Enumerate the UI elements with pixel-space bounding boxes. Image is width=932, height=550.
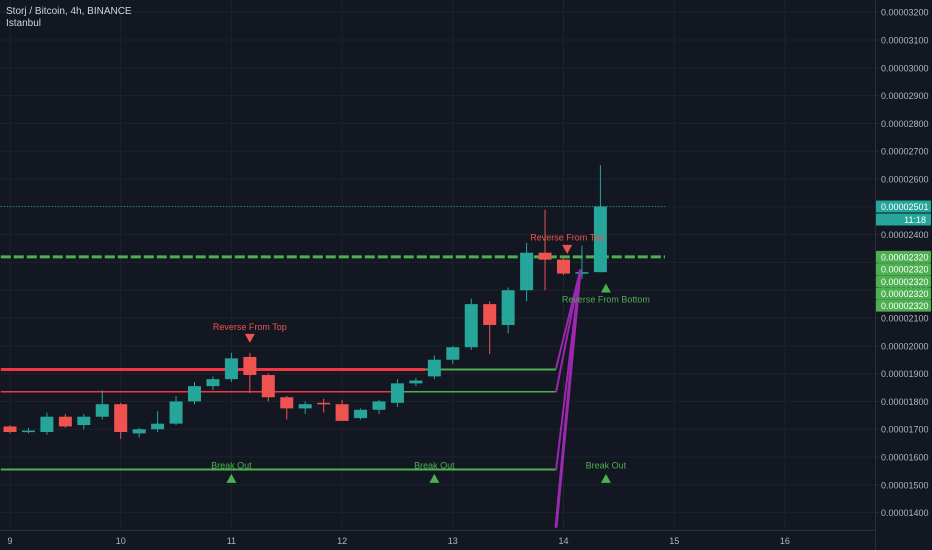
trend-line bbox=[555, 269, 582, 393]
price-label-box bbox=[876, 287, 931, 300]
bar-countdown-label: 11:18 bbox=[904, 215, 926, 225]
candle-body[interactable] bbox=[151, 423, 165, 430]
price-tick-label: 0.00002400 bbox=[881, 230, 929, 240]
candle-body[interactable] bbox=[40, 416, 54, 433]
candle-body[interactable] bbox=[58, 416, 72, 427]
candle-body[interactable] bbox=[132, 429, 146, 434]
candle-body[interactable] bbox=[280, 397, 294, 409]
price-tick-label: 0.00001900 bbox=[881, 369, 929, 379]
time-tick-label: 16 bbox=[780, 536, 790, 546]
price-tick-label: 0.00003100 bbox=[881, 36, 929, 46]
triangle-up-icon bbox=[600, 283, 611, 293]
price-label-text: 0.00002320 bbox=[881, 301, 929, 311]
candle-body[interactable] bbox=[243, 356, 257, 376]
chart-title: Storj / Bitcoin, 4h, BINANCE bbox=[6, 6, 132, 17]
candle-body[interactable] bbox=[206, 379, 220, 387]
candle-body[interactable] bbox=[317, 402, 331, 405]
price-tick-label: 0.00001800 bbox=[881, 397, 929, 407]
candle-body[interactable] bbox=[21, 430, 35, 433]
candle-body[interactable] bbox=[188, 386, 201, 402]
signal-label: Reverse From Bottom bbox=[562, 294, 650, 304]
time-tick-label: 12 bbox=[337, 536, 347, 546]
triangle-down-icon bbox=[562, 244, 573, 254]
price-tick-label: 0.00003200 bbox=[881, 8, 929, 18]
candle-body[interactable] bbox=[557, 259, 570, 274]
candle-body[interactable] bbox=[95, 404, 109, 417]
candle-body[interactable] bbox=[372, 401, 386, 410]
candle-body[interactable] bbox=[298, 404, 312, 409]
candle-body[interactable] bbox=[593, 206, 607, 273]
time-tick-label: 10 bbox=[116, 536, 126, 546]
price-tick-label: 0.00001400 bbox=[881, 508, 929, 518]
price-label-box bbox=[876, 275, 931, 288]
candle-body[interactable] bbox=[520, 252, 534, 291]
time-tick-label: 9 bbox=[7, 536, 12, 546]
candle-body[interactable] bbox=[354, 409, 368, 419]
triangle-up-icon bbox=[226, 473, 237, 483]
trend-line bbox=[554, 269, 582, 529]
price-tick-label: 0.00002000 bbox=[881, 341, 929, 351]
candle-body[interactable] bbox=[77, 416, 91, 426]
price-tick-label: 0.00001500 bbox=[881, 480, 929, 490]
candle-body[interactable] bbox=[483, 304, 497, 325]
price-tick-label: 0.00002700 bbox=[881, 147, 929, 157]
price-tick-label: 0.00002800 bbox=[881, 119, 929, 129]
price-label-box bbox=[876, 263, 931, 276]
price-label-box bbox=[876, 213, 931, 226]
signal-label: Break Out bbox=[586, 460, 627, 470]
candle-body[interactable] bbox=[427, 359, 441, 377]
candle-body[interactable] bbox=[409, 380, 423, 384]
candle-body[interactable] bbox=[464, 304, 478, 348]
triangle-up-icon bbox=[600, 473, 611, 483]
price-label-text: 0.00002501 bbox=[881, 202, 929, 212]
candle-body[interactable] bbox=[169, 401, 183, 424]
price-tick-label: 0.00002100 bbox=[881, 314, 929, 324]
triangle-up-icon bbox=[429, 473, 440, 483]
time-tick-label: 14 bbox=[558, 536, 568, 546]
candle-body[interactable] bbox=[224, 358, 238, 380]
time-tick-label: 15 bbox=[669, 536, 679, 546]
price-label-text: 0.00002320 bbox=[881, 265, 929, 275]
price-tick-label: 0.00001700 bbox=[881, 425, 929, 435]
candle-body[interactable] bbox=[501, 290, 515, 325]
chart-timezone: Istanbul bbox=[6, 18, 42, 29]
price-tick-label: 0.00002900 bbox=[881, 91, 929, 101]
candle-body[interactable] bbox=[261, 375, 275, 398]
candle-body[interactable] bbox=[335, 404, 349, 421]
triangle-down-icon bbox=[244, 333, 255, 343]
signal-label: Break Out bbox=[414, 460, 455, 470]
price-tick-label: 0.00001600 bbox=[881, 453, 929, 463]
price-tick-label: 0.00002300 bbox=[881, 258, 929, 268]
signal-label: Break Out bbox=[211, 460, 252, 470]
price-label-text: 0.00002320 bbox=[881, 277, 929, 287]
candle-body[interactable] bbox=[114, 404, 128, 433]
candle-body[interactable] bbox=[390, 383, 404, 403]
price-label-text: 0.00002320 bbox=[881, 252, 929, 262]
price-tick-label: 0.00002600 bbox=[881, 175, 929, 185]
signal-label: Reverse From Top bbox=[213, 322, 287, 332]
price-label-box bbox=[876, 250, 931, 263]
time-axis-panel bbox=[0, 530, 875, 550]
signal-label: Reverse From Top bbox=[530, 232, 604, 242]
time-tick-label: 13 bbox=[448, 536, 458, 546]
candle-body[interactable] bbox=[575, 272, 589, 274]
time-tick-label: 11 bbox=[227, 536, 236, 546]
candle-body[interactable] bbox=[446, 347, 460, 360]
price-label-box bbox=[876, 299, 931, 312]
price-label-text: 0.00002320 bbox=[881, 289, 929, 299]
candle-body[interactable] bbox=[538, 252, 552, 260]
price-label-box bbox=[876, 200, 931, 213]
candle-body[interactable] bbox=[3, 426, 17, 433]
price-tick-label: 0.00003000 bbox=[881, 63, 929, 73]
